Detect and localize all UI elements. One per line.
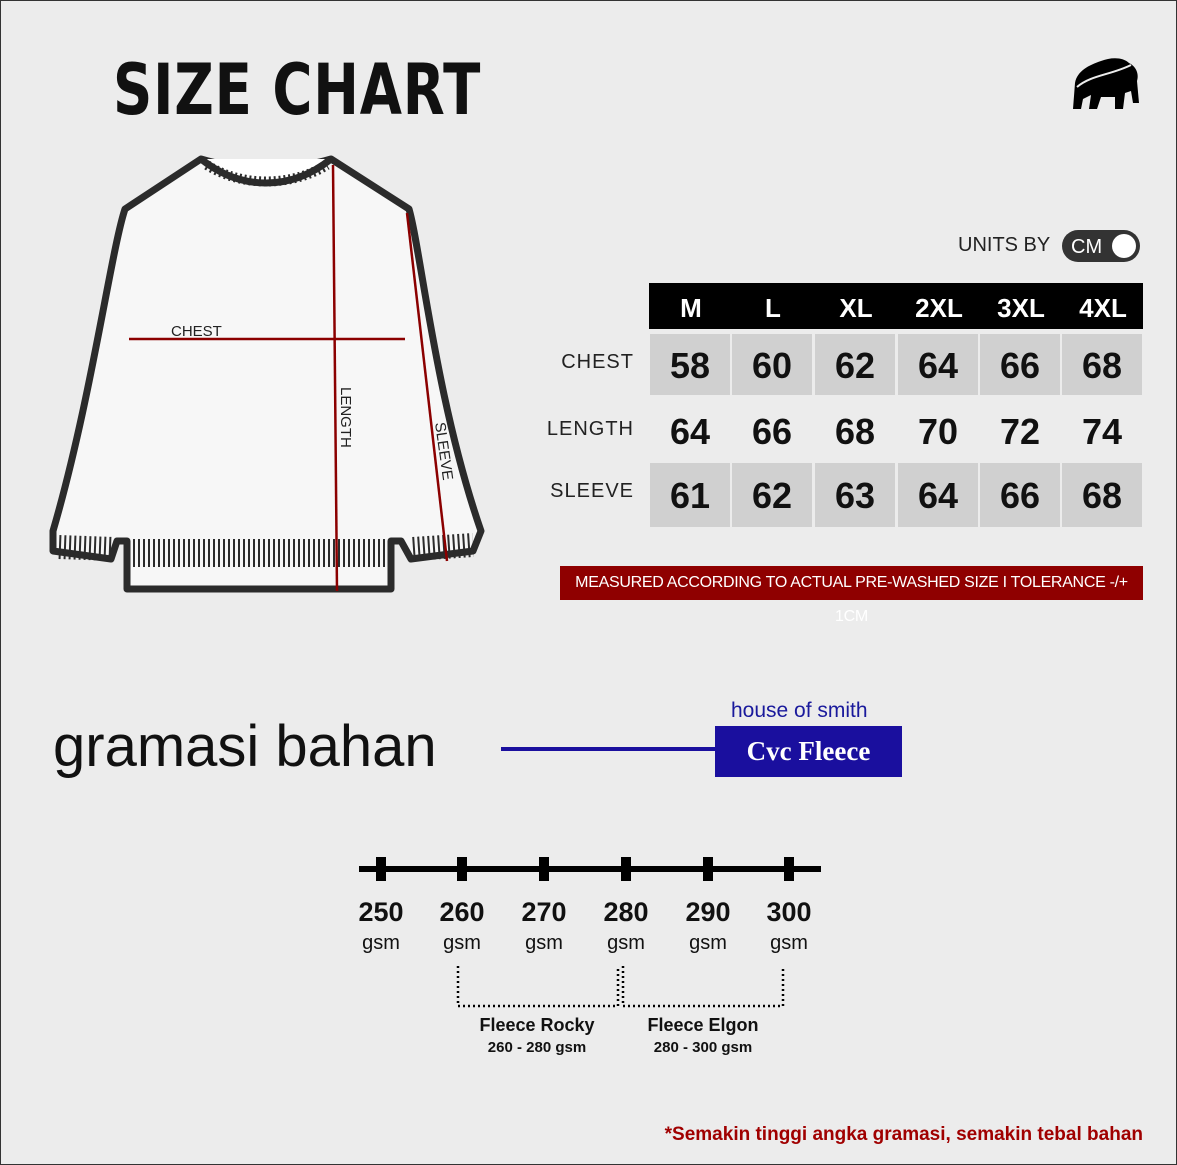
brand-label: house of smith — [731, 699, 868, 722]
table-cell: 68 — [1062, 463, 1142, 527]
table-cell: 64 — [898, 463, 978, 527]
gsm-value: 250 — [358, 897, 404, 927]
table-cell: 68 — [1062, 334, 1142, 395]
gsm-unit: gsm — [607, 932, 645, 954]
scale-tick — [539, 857, 549, 881]
table-cell: 66 — [751, 411, 793, 452]
scale-tick — [784, 857, 794, 881]
gsm-value: 270 — [521, 897, 567, 927]
size-header: 2XL — [915, 293, 963, 323]
size-header: XL — [839, 293, 873, 323]
measurement-note: MEASURED ACCORDING TO ACTUAL PRE-WASHED … — [560, 566, 1143, 625]
range-value: 280 - 300 gsm — [653, 1039, 753, 1056]
gsm-unit: gsm — [689, 932, 727, 954]
row-label: CHEST — [561, 351, 634, 373]
gsm-value: 280 — [603, 897, 649, 927]
gsm-value: 260 — [439, 897, 485, 927]
range-bracket-elgon — [621, 966, 785, 1008]
units-value: CM — [1071, 236, 1103, 258]
table-cell: 68 — [834, 411, 876, 452]
gsm-unit: gsm — [770, 932, 808, 954]
size-header: L — [765, 293, 781, 323]
range-name: Fleece Rocky — [479, 1015, 595, 1035]
size-header: 3XL — [997, 293, 1045, 323]
row-label: SLEEVE — [550, 480, 634, 502]
sweater-diagram: CHEST LENGTH SLEEVE — [49, 155, 485, 593]
gsm-unit: gsm — [525, 932, 563, 954]
units-label: UNITS BY — [958, 234, 1051, 256]
gsm-value: 300 — [766, 897, 812, 927]
sleeve-line — [405, 212, 449, 562]
table-cell: 66 — [980, 463, 1060, 527]
gsm-unit: gsm — [443, 932, 481, 954]
connector-line — [501, 747, 715, 751]
table-header — [649, 283, 1143, 329]
table-cell: 64 — [669, 411, 711, 452]
gsm-scale — [359, 857, 821, 1008]
size-header: 4XL — [1079, 293, 1127, 323]
table-cell: 72 — [999, 411, 1041, 452]
table-cell: 74 — [1081, 411, 1123, 452]
row-label: LENGTH — [546, 418, 634, 440]
table-cell: 61 — [650, 463, 730, 527]
scale-tick — [703, 857, 713, 881]
footnote: *Semakin tinggi angka gramasi, semakin t… — [664, 1124, 1143, 1145]
toggle-knob — [1112, 234, 1136, 258]
length-line — [331, 164, 339, 592]
table-cell: 70 — [917, 411, 959, 452]
range-bracket-rocky — [456, 966, 620, 1008]
table-cell: 62 — [732, 463, 812, 527]
scale-tick — [621, 857, 631, 881]
range-name: Fleece Elgon — [647, 1015, 759, 1035]
table-cell: 58 — [650, 334, 730, 395]
range-value: 260 - 280 gsm — [487, 1039, 587, 1056]
gsm-unit: gsm — [362, 932, 400, 954]
table-cell: 62 — [815, 334, 895, 395]
fabric-badge: Cvc Fleece — [715, 726, 902, 777]
size-header: M — [680, 293, 702, 323]
gsm-value: 290 — [685, 897, 731, 927]
length-label: LENGTH — [337, 387, 354, 448]
table-cell: 63 — [815, 463, 895, 527]
table-cell: 60 — [732, 334, 812, 395]
chest-label: CHEST — [171, 323, 222, 340]
units-toggle[interactable]: CM — [1062, 230, 1140, 262]
scale-tick — [457, 857, 467, 881]
table-cell: 64 — [898, 334, 978, 395]
gorilla-icon — [1073, 58, 1139, 109]
scale-tick — [376, 857, 386, 881]
gramasi-label: gramasi bahan — [53, 714, 437, 779]
page-title: SIZE CHART — [113, 49, 482, 131]
table-cell: 66 — [980, 334, 1060, 395]
